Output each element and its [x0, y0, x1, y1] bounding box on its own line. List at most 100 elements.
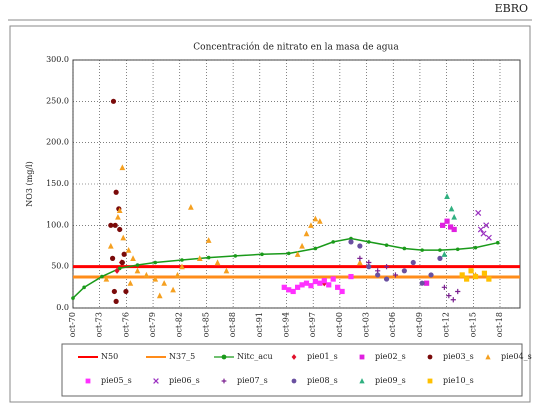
- marker: [441, 251, 448, 257]
- header-title: EBRO: [495, 2, 528, 15]
- marker: [331, 240, 335, 244]
- marker: [281, 284, 287, 290]
- marker: [125, 247, 132, 253]
- legend-label: pie07_s: [237, 376, 268, 385]
- marker: [112, 222, 118, 228]
- marker: [123, 288, 129, 295]
- marker: [121, 251, 127, 257]
- marker: [156, 292, 163, 299]
- legend-label: pie09_s: [375, 376, 406, 385]
- marker: [495, 240, 500, 245]
- marker: [316, 218, 323, 224]
- x-tick-label: oct-00: [335, 312, 344, 337]
- marker: [321, 278, 327, 284]
- marker: [135, 263, 140, 267]
- marker: [299, 282, 305, 288]
- marker: [174, 271, 181, 278]
- marker: [117, 266, 122, 271]
- marker: [108, 222, 114, 228]
- legend-label: pie02_s: [375, 352, 406, 361]
- marker: [308, 222, 314, 228]
- marker: [475, 209, 482, 216]
- legend-label: N37_5: [169, 352, 195, 361]
- x-tick-label: oct-88: [228, 312, 237, 337]
- marker: [423, 280, 430, 286]
- marker: [473, 245, 478, 250]
- x-tick-label: oct-91: [255, 312, 264, 337]
- marker: [448, 224, 454, 230]
- marker: [366, 264, 372, 270]
- y-tick-label: 50.0: [51, 262, 69, 271]
- marker: [446, 293, 452, 299]
- marker: [312, 215, 319, 222]
- marker: [451, 213, 458, 220]
- marker: [113, 189, 119, 195]
- marker: [392, 272, 399, 278]
- series-line: [72, 237, 498, 299]
- marker: [134, 267, 141, 274]
- marker: [335, 284, 341, 290]
- marker: [107, 242, 114, 249]
- legend-label: pie04_s: [501, 352, 532, 361]
- marker: [286, 251, 291, 256]
- marker: [196, 255, 203, 261]
- marker: [448, 205, 455, 212]
- x-tick-label: oct-15: [468, 312, 477, 337]
- marker: [260, 252, 264, 257]
- marker: [299, 242, 305, 249]
- marker: [410, 259, 416, 266]
- marker: [444, 193, 450, 199]
- marker: [481, 270, 488, 276]
- legend-label: pie10_s: [443, 376, 474, 385]
- marker: [419, 280, 425, 286]
- marker: [366, 240, 371, 244]
- legend-marker: [427, 354, 433, 360]
- marker: [130, 255, 136, 261]
- chart-title: Concentración de nitrato en la masa de a…: [193, 42, 399, 53]
- marker: [357, 243, 363, 249]
- marker: [295, 284, 301, 290]
- marker: [170, 286, 176, 293]
- x-tick-label: oct-70: [68, 312, 77, 337]
- legend-label: pie01_s: [307, 352, 338, 361]
- x-tick-label: oct-85: [201, 312, 210, 337]
- marker: [100, 274, 104, 279]
- y-tick-label: 0.0: [56, 303, 69, 312]
- x-tick-label: oct-97: [308, 312, 317, 337]
- marker: [486, 276, 492, 282]
- marker: [113, 298, 119, 304]
- marker: [71, 296, 75, 300]
- legend-label: Nitc_acu: [237, 352, 273, 361]
- marker: [375, 272, 381, 278]
- legend-marker: [291, 378, 297, 384]
- marker: [214, 259, 221, 266]
- x-tick-label: oct-12: [442, 312, 451, 337]
- marker: [143, 271, 150, 278]
- marker: [312, 278, 319, 285]
- marker: [286, 287, 292, 293]
- marker: [477, 226, 484, 233]
- marker: [115, 213, 121, 220]
- marker: [103, 275, 110, 282]
- marker: [303, 280, 310, 286]
- legend-marker: [85, 378, 91, 384]
- legend-label: pie08_s: [307, 376, 338, 385]
- marker: [339, 288, 345, 295]
- marker: [206, 255, 211, 260]
- marker: [120, 234, 127, 241]
- x-tick-label: oct-03: [362, 312, 371, 337]
- marker: [468, 268, 474, 274]
- marker: [438, 248, 442, 252]
- marker: [114, 267, 120, 274]
- marker: [348, 273, 354, 280]
- marker: [153, 260, 158, 265]
- x-tick-label: oct-73: [95, 312, 104, 337]
- marker: [441, 284, 447, 290]
- marker: [233, 254, 238, 258]
- legend-marker: [427, 378, 433, 384]
- marker: [313, 246, 318, 251]
- marker: [450, 297, 456, 303]
- marker: [119, 259, 125, 266]
- marker: [188, 204, 194, 210]
- y-tick-label: 300.0: [46, 55, 69, 64]
